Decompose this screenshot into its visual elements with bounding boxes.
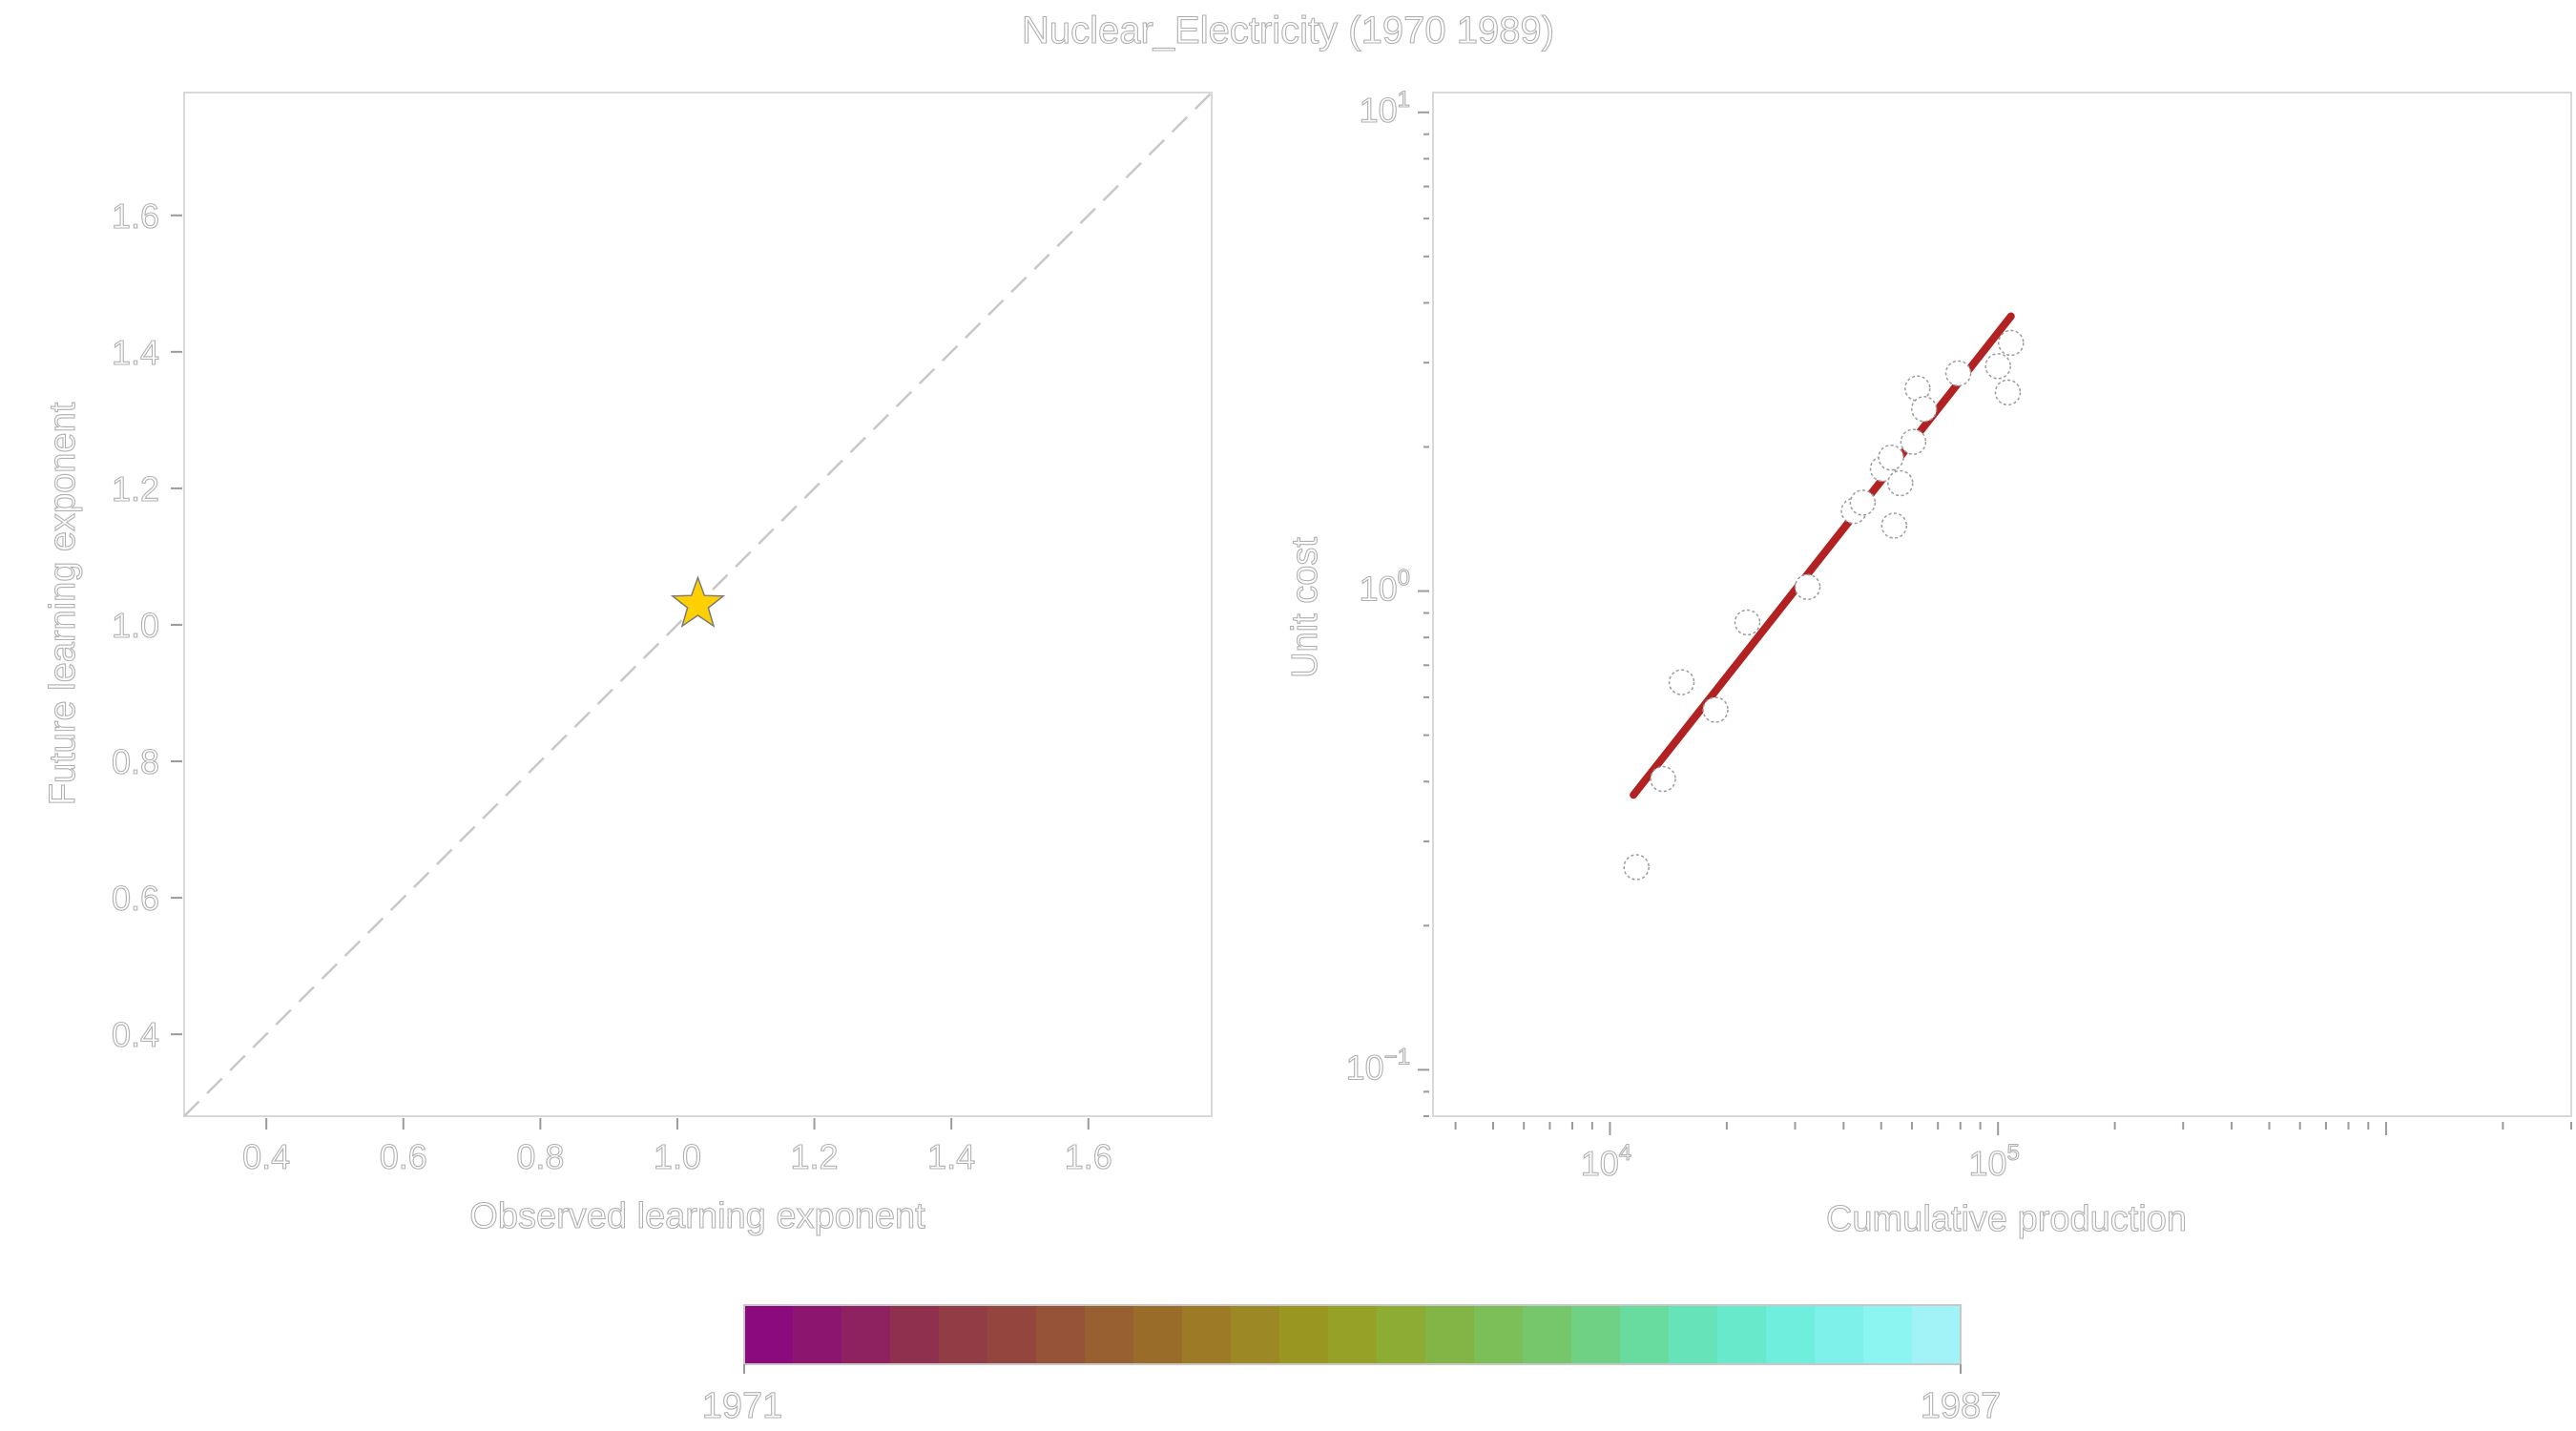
- data-point: [1668, 669, 1695, 695]
- left-points: [670, 575, 726, 628]
- colorbar-segment: [793, 1305, 842, 1364]
- fit-line: [1630, 312, 2015, 799]
- y-tick-label: 10−1: [1346, 1044, 1410, 1087]
- y-tick-label: 101: [1360, 87, 1410, 130]
- data-point: [1734, 609, 1761, 636]
- data-point: [1994, 379, 2022, 406]
- x-tick-label: 0.8: [516, 1137, 564, 1176]
- star-marker: [670, 575, 726, 628]
- data-point: [1849, 489, 1877, 516]
- y-tick-label: 1.2: [112, 469, 159, 508]
- left-x-axis: 0.4 0.6 0.8 1.0 1.2 1.4 1.6: [242, 1118, 1112, 1177]
- data-point: [1887, 469, 1914, 497]
- colorbar-segment: [939, 1305, 988, 1364]
- data-point: [1910, 396, 1938, 423]
- colorbar-segment: [1815, 1305, 1864, 1364]
- data-point: [1650, 765, 1676, 793]
- right-y-axis: 10−1 100 101: [1345, 86, 1429, 1117]
- left-y-axis-label: Future learning exponent: [43, 402, 83, 805]
- y-tick-label: 0.6: [112, 879, 159, 918]
- x-tick-label: 1.4: [927, 1137, 975, 1176]
- y-tick-label: 0.4: [112, 1015, 159, 1054]
- y-tick-label: 100: [1360, 566, 1410, 609]
- colorbar-frame: [743, 1304, 1962, 1365]
- data-point: [1880, 512, 1908, 539]
- figure-title: Nuclear_Electricity (1970 1989): [1022, 10, 1554, 52]
- colorbar-segment: [1182, 1305, 1232, 1364]
- data-point: [1903, 375, 1931, 402]
- colorbar-min-label: 1971: [702, 1386, 783, 1426]
- left-chart: 0.4 0.6 0.8 1.0 1.2 1.4 1.6 0.4 0.6 0.8 1.0 1.2 1.4…: [42, 92, 1213, 1237]
- colorbar-segment: [1523, 1305, 1572, 1364]
- colorbar-segment: [1669, 1305, 1718, 1364]
- data-point: [1623, 854, 1650, 881]
- left-x-axis-label: Observed learning exponent: [469, 1196, 925, 1236]
- colorbar-segment: [1620, 1305, 1670, 1364]
- colorbar-segment: [1912, 1305, 1962, 1364]
- x-tick-label: 105: [1968, 1140, 2019, 1183]
- y-tick-label: 1.6: [112, 197, 159, 236]
- colorbar-segment: [1377, 1305, 1426, 1364]
- y-tick-label: 1.4: [112, 333, 159, 372]
- right-points: [1623, 329, 2025, 881]
- y-tick-label: 0.8: [112, 742, 159, 781]
- colorbar-segment: [1717, 1305, 1767, 1364]
- left-y-axis: 0.4 0.6 0.8 1.0 1.2 1.4 1.6: [111, 196, 182, 1055]
- right-x-axis-label: Cumulative production: [1826, 1199, 2187, 1239]
- colorbar-segment: [1474, 1305, 1524, 1364]
- colorbar-segment: [1036, 1305, 1086, 1364]
- colorbar-segment: [1766, 1305, 1816, 1364]
- x-tick-label: 0.4: [242, 1137, 290, 1176]
- colorbar: 1971 1987: [701, 1304, 2002, 1427]
- colorbar-segment: [1571, 1305, 1621, 1364]
- data-point: [1878, 444, 1904, 471]
- x-tick-label: 104: [1581, 1140, 1631, 1183]
- colorbar-segment: [744, 1305, 794, 1364]
- data-point: [1794, 573, 1821, 601]
- colorbar-segment: [1863, 1305, 1913, 1364]
- colorbar-segment: [890, 1305, 940, 1364]
- colorbar-segment: [841, 1305, 891, 1364]
- colorbar-segment: [1133, 1305, 1183, 1364]
- x-tick-label: 1.6: [1065, 1137, 1112, 1176]
- y-tick-label: 1.0: [112, 606, 159, 645]
- x-tick-label: 1.2: [791, 1137, 839, 1176]
- data-point: [1900, 428, 1927, 455]
- right-y-axis-label: Unit cost: [1285, 537, 1325, 678]
- colorbar-segment: [1425, 1305, 1475, 1364]
- data-point: [1998, 329, 2025, 357]
- data-point: [1984, 353, 2011, 380]
- colorbar-max-label: 1987: [1921, 1386, 2002, 1426]
- colorbar-segment: [1085, 1305, 1134, 1364]
- colorbar-segment: [1231, 1305, 1280, 1364]
- right-plot-frame: [1432, 92, 2572, 1117]
- colorbar-segment: [1279, 1305, 1329, 1364]
- left-plot-frame: [183, 92, 1213, 1117]
- data-point: [1944, 360, 1972, 387]
- data-point: [1702, 696, 1729, 723]
- x-tick-label: 1.0: [654, 1137, 701, 1176]
- colorbar-segment: [1328, 1305, 1378, 1364]
- colorbar-segment: [987, 1305, 1037, 1364]
- colorbar-gradient: [744, 1305, 1962, 1364]
- right-x-axis: 104 105: [1454, 1122, 2572, 1184]
- x-tick-label: 0.6: [380, 1137, 427, 1176]
